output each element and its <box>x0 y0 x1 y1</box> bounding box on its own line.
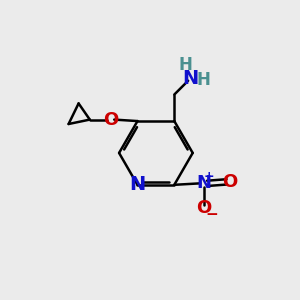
Text: +: + <box>203 170 214 183</box>
Text: O: O <box>196 200 212 217</box>
Text: O: O <box>103 111 118 129</box>
Text: H: H <box>197 71 211 89</box>
Text: N: N <box>182 69 199 88</box>
Text: N: N <box>129 175 145 194</box>
Text: −: − <box>206 207 218 222</box>
Text: H: H <box>178 56 192 74</box>
Text: O: O <box>223 173 238 191</box>
Text: N: N <box>196 174 211 192</box>
